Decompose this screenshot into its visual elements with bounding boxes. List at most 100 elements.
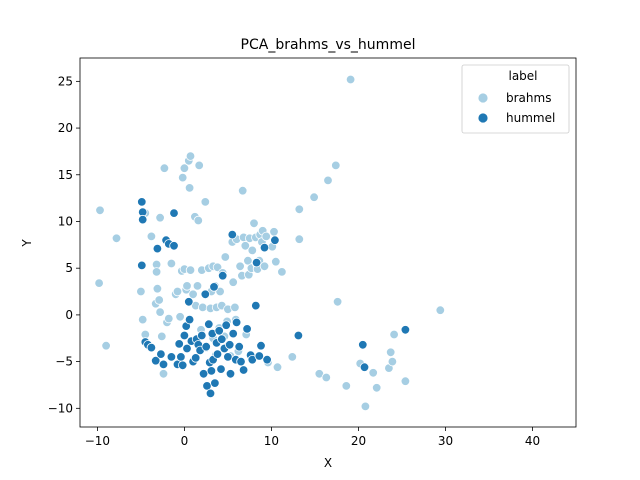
point-brahms-21 <box>166 258 177 269</box>
point-hummel-59 <box>234 342 244 352</box>
y-tick-label: −5 <box>55 355 73 369</box>
y-tick-label: 20 <box>58 121 73 135</box>
point-hummel-36 <box>204 319 214 329</box>
plot-frame <box>79 57 577 428</box>
point-brahms-106 <box>332 297 343 307</box>
point-brahms-2 <box>101 341 111 351</box>
legend-title: label <box>508 69 537 83</box>
point-brahms-33 <box>184 183 195 193</box>
point-brahms-30 <box>182 281 192 291</box>
point-brahms-71 <box>235 261 245 272</box>
point-hummel-68 <box>256 341 266 351</box>
point-brahms-4 <box>136 286 146 297</box>
point-brahms-116 <box>389 329 399 340</box>
y-axis-ticks: −10 −5 0 5 10 15 20 25 <box>48 74 80 415</box>
point-brahms-27 <box>179 163 190 173</box>
point-hummel-61 <box>238 365 249 375</box>
legend-box <box>461 64 570 134</box>
point-hummel-39 <box>206 366 217 376</box>
point-hummel-58 <box>231 317 242 328</box>
point-brahms-26 <box>177 172 188 183</box>
point-hummel-3 <box>137 260 147 271</box>
point-hummel-49 <box>217 271 228 281</box>
point-brahms-39 <box>193 215 204 226</box>
point-brahms-94 <box>269 227 279 237</box>
legend: label brahms hummel <box>461 64 570 134</box>
point-brahms-18 <box>159 163 170 173</box>
point-brahms-17 <box>158 369 169 379</box>
point-brahms-118 <box>435 305 446 315</box>
point-brahms-10 <box>151 267 162 277</box>
point-brahms-101 <box>309 192 319 202</box>
points-layer <box>94 74 446 412</box>
point-hummel-72 <box>293 330 304 341</box>
point-hummel-33 <box>200 289 211 300</box>
point-hummel-62 <box>242 324 252 334</box>
point-brahms-98 <box>287 352 298 362</box>
point-hummel-55 <box>227 229 238 240</box>
point-hummel-48 <box>217 334 227 344</box>
point-brahms-15 <box>155 307 165 317</box>
point-hummel-51 <box>221 320 231 330</box>
point-brahms-0 <box>95 205 105 216</box>
point-brahms-43 <box>197 302 208 313</box>
point-hummel-65 <box>251 300 261 311</box>
point-brahms-117 <box>400 376 411 386</box>
point-hummel-38 <box>205 388 216 399</box>
point-brahms-112 <box>372 383 382 393</box>
x-tick-label: 40 <box>525 434 540 448</box>
chart-title: PCA_brahms_vs_hummel <box>241 37 416 53</box>
point-brahms-97 <box>277 267 287 277</box>
point-hummel-20 <box>179 330 190 341</box>
legend-marker-hummel <box>477 112 489 124</box>
point-brahms-96 <box>272 362 283 372</box>
point-hummel-67 <box>254 351 264 361</box>
point-brahms-34 <box>185 265 196 275</box>
point-brahms-108 <box>345 74 356 85</box>
point-brahms-1 <box>94 278 104 288</box>
point-brahms-60 <box>220 252 231 262</box>
point-hummel-15 <box>169 208 179 218</box>
point-brahms-115 <box>387 356 398 367</box>
x-tick-label: 30 <box>438 434 453 448</box>
x-tick-label: 20 <box>351 434 366 448</box>
point-hummel-0 <box>137 197 147 207</box>
point-brahms-107 <box>341 381 352 391</box>
point-brahms-99 <box>294 204 305 215</box>
y-tick-label: 5 <box>65 261 73 275</box>
point-hummel-2 <box>137 214 148 225</box>
point-hummel-53 <box>224 340 235 350</box>
point-brahms-40 <box>194 160 204 171</box>
point-brahms-73 <box>237 185 248 196</box>
point-hummel-32 <box>198 369 209 379</box>
point-hummel-13 <box>166 352 177 362</box>
point-hummel-23 <box>184 297 194 307</box>
point-brahms-114 <box>386 347 396 358</box>
point-hummel-43 <box>210 378 220 388</box>
point-hummel-24 <box>184 314 195 325</box>
point-brahms-11 <box>152 284 163 294</box>
point-hummel-17 <box>174 339 184 349</box>
point-brahms-5 <box>137 314 148 325</box>
point-hummel-45 <box>212 349 223 359</box>
point-hummel-31 <box>197 330 207 341</box>
point-hummel-8 <box>152 243 163 254</box>
point-hummel-34 <box>201 342 211 352</box>
point-hummel-47 <box>216 364 226 374</box>
point-hummel-75 <box>400 325 411 335</box>
x-tick-label: −10 <box>85 434 110 448</box>
point-hummel-14 <box>169 241 179 251</box>
point-brahms-66 <box>228 277 238 287</box>
y-tick-label: 15 <box>58 168 73 182</box>
point-brahms-111 <box>368 368 378 378</box>
point-brahms-38 <box>192 281 203 291</box>
point-brahms-20 <box>164 313 174 324</box>
point-brahms-67 <box>230 302 240 313</box>
point-brahms-75 <box>240 241 251 251</box>
x-axis-ticks: −10 0 10 20 30 40 <box>85 427 540 448</box>
point-hummel-56 <box>228 328 238 339</box>
point-brahms-82 <box>249 218 259 229</box>
point-hummel-73 <box>358 340 368 350</box>
point-brahms-44 <box>200 197 211 207</box>
y-tick-label: 25 <box>58 74 73 88</box>
